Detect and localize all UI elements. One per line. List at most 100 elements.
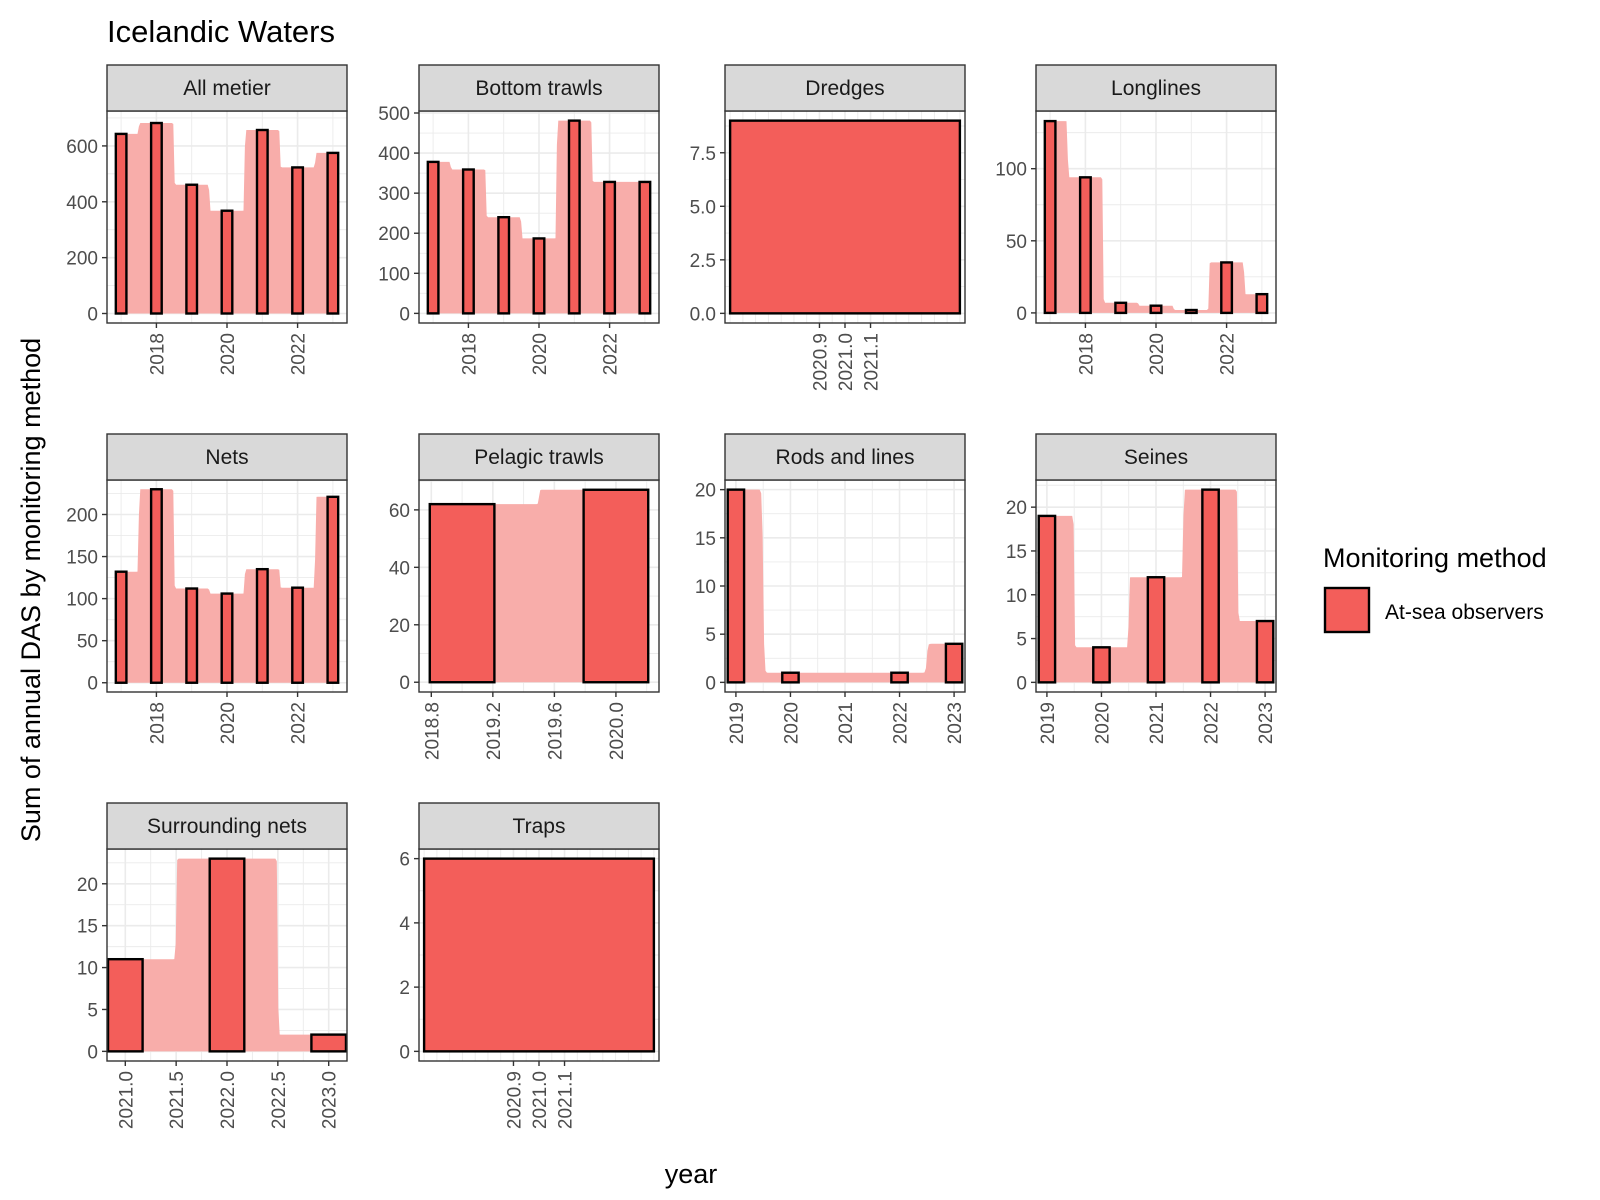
x-tick-label: 2020.0 [607,702,628,760]
x-axis-label: year [665,1159,718,1189]
x-tick-label: 2019.6 [545,702,566,760]
bar-seines-2023 [1255,619,1275,684]
bar-rods-and-lines-2022 [890,671,909,684]
facet-strip [418,802,660,850]
y-tick-label: 200 [378,224,410,245]
x-tick-label: 2022 [1218,333,1239,375]
y-tick-label: 15 [77,917,98,938]
y-tick-label: 50 [77,632,98,653]
x-tick-label: 2019 [727,702,748,744]
x-tick-label: 2019 [1038,702,1059,744]
facet-strip [724,433,966,481]
x-tick-label: 2018 [459,333,480,375]
panel-nets: Nets 0 50 100 150 200 2018 2020 2022 [66,433,348,744]
y-tick-label: 6 [399,850,410,871]
x-tick-label: 2021.0 [116,1071,137,1129]
x-tick-label: 2022.5 [269,1071,290,1129]
y-axis-label: Sum of annual DAS by monitoring method [16,338,46,842]
bar-all-metier-2019 [185,183,199,315]
x-tick-label: 2020 [218,702,239,744]
y-tick-label: 0 [87,305,98,326]
facet-label: Nets [205,446,248,469]
bar-nets-2023 [326,495,340,684]
x-tick-label: 2022 [1202,702,1223,744]
x-tick-label: 2018 [147,702,168,744]
bar-pelagic-trawls-2020 [582,488,650,684]
legend: Monitoring method At-sea observers [1323,543,1547,634]
facet-label: Pelagic trawls [474,446,604,469]
panel-longlines: Longlines 0 50 100 2018 2020 2022 [995,64,1277,375]
x-tick-label: 2023 [945,702,966,744]
bar-longlines-2023 [1255,292,1269,315]
y-tick-label: 0 [1016,673,1027,694]
y-tick-label: 15 [1006,542,1027,563]
facet-label: Traps [513,815,566,838]
legend-key-swatch [1323,586,1371,634]
bar-pelagic-trawls-2019 [428,502,496,684]
x-tick-label: 2021.0 [530,1071,551,1129]
bar-longlines-2018 [1078,176,1092,315]
y-tick-label: 600 [66,137,98,158]
y-tick-label: 0 [87,674,98,695]
y-tick-label: 5.0 [690,197,716,218]
x-tick-label: 2022 [891,702,912,744]
bar-longlines-2022 [1220,261,1234,315]
facet-label: Bottom trawls [475,77,602,100]
y-tick-label: 500 [378,104,410,125]
bar-bottom-trawls-2022 [603,180,617,315]
x-tick-label: 2021 [1147,702,1168,744]
x-tick-label: 2022.0 [218,1071,239,1129]
x-tick-label: 2018 [147,333,168,375]
bar-nets-2018 [149,488,163,684]
x-tick-label: 2021.1 [556,1071,577,1129]
bar-seines-2020 [1092,646,1111,684]
y-tick-label: 0 [1016,304,1027,325]
y-tick-label: 5 [1016,630,1027,651]
y-tick-label: 20 [389,616,410,637]
y-tick-label: 300 [378,184,410,205]
gridlines [1036,111,1276,323]
facet-label: Dredges [805,77,884,100]
facet-label: Longlines [1111,77,1201,100]
x-tick-label: 2020 [1093,702,1114,744]
facet-strip [1035,433,1277,481]
bar-rods-and-lines-2023 [944,642,964,684]
y-tick-label: 200 [66,249,98,270]
y-tick-label: 400 [378,144,410,165]
bar-nets-2019 [185,587,199,684]
x-tick-label: 2022 [601,333,622,375]
bar-dredges-2021 [728,119,962,315]
facet-strip [106,802,348,850]
x-tick-label: 2018.8 [422,702,443,760]
bar-surrounding-nets-2022 [208,857,246,1053]
bar-surrounding-nets-2023 [310,1033,348,1053]
bar-nets-2017 [114,570,128,684]
bar-nets-2020 [220,592,234,684]
bar-seines-2022 [1201,488,1220,684]
bar-traps-2021 [422,857,656,1053]
y-tick-label: 15 [695,529,716,550]
x-tick-label: 2021.0 [836,333,857,391]
y-tick-label: 0 [399,673,410,694]
y-tick-label: 4 [399,914,410,935]
y-tick-label: 10 [695,577,716,598]
gridlines [725,480,965,692]
y-tick-label: 100 [378,264,410,285]
y-tick-label: 40 [389,558,410,579]
facet-strip [724,64,966,112]
bar-longlines-2017 [1043,119,1057,315]
bar-all-metier-2022 [291,166,305,315]
bar-bottom-trawls-2017 [426,160,440,315]
x-tick-label: 2021 [836,702,857,744]
panel-surrounding-nets: Surrounding nets 0 5 10 15 20 2021.0 2021.5 2022… [77,802,348,1129]
facet-label: Seines [1124,446,1188,469]
y-tick-label: 50 [1006,232,1027,253]
x-tick-label: 2018 [1076,333,1097,375]
y-tick-label: 60 [389,501,410,522]
bar-longlines-2020 [1149,304,1163,315]
chart-title: Icelandic Waters [107,14,335,49]
panel-seines: Seines 0 5 10 15 20 2019 2020 2021 2022 2023 [1006,433,1277,744]
bar-bottom-trawls-2019 [497,216,511,315]
